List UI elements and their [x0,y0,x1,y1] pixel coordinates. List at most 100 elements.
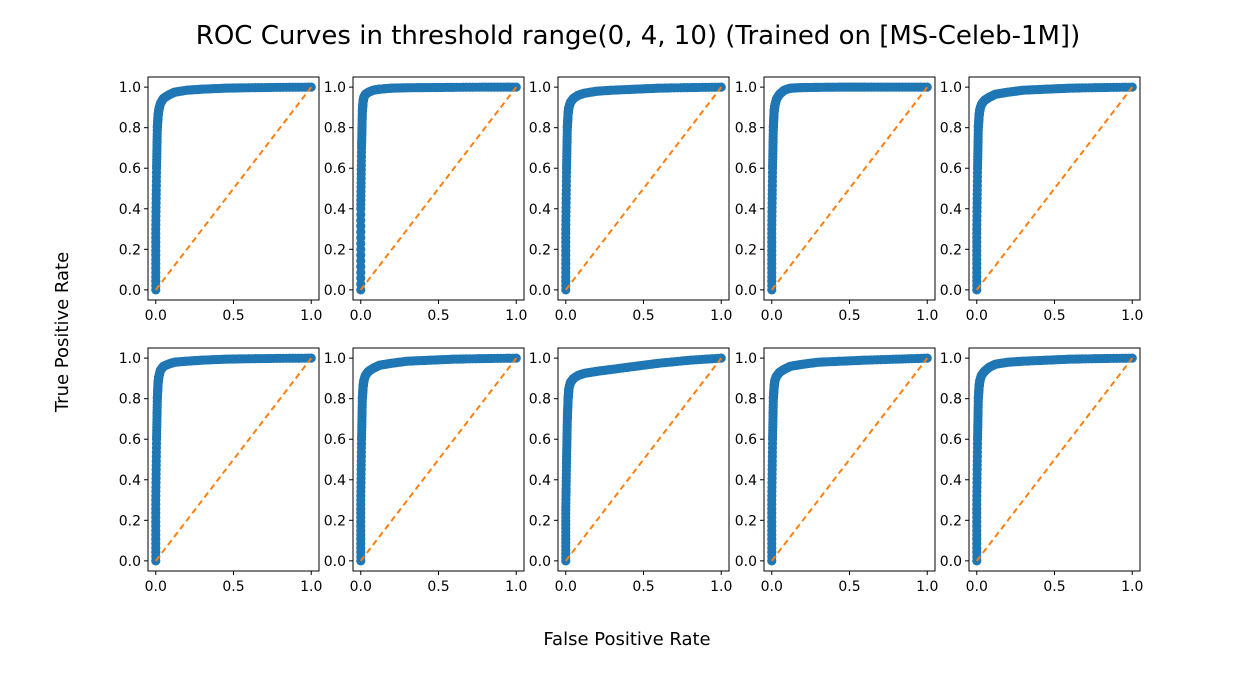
chance-line [359,357,518,562]
y-tick-label: 0.8 [735,121,757,137]
x-tick-label: 1.0 [916,308,938,324]
x-tick-label: 0.5 [838,308,860,324]
chance-line [564,357,723,562]
y-tick-label: 0.2 [324,242,346,258]
subplot-5: 0.0 0.2 0.4 0.6 0.8 1.0 0.0 0.5 1.0 [940,76,1143,324]
x-tick-label: 1.0 [300,308,322,324]
x-axis-title: False Positive Rate [543,629,710,650]
plot-frame [763,347,936,572]
y-tick-label: 0.0 [324,283,346,299]
plot-area [561,353,726,566]
y-tick-label: 0.4 [119,202,141,218]
y-tick-label: 0.2 [119,513,141,529]
chance-line [564,86,723,291]
x-tick-label: 1.0 [505,308,527,324]
y-tick-label: 0.6 [119,432,141,448]
subplot-6: 0.0 0.2 0.4 0.6 0.8 1.0 0.0 0.5 1.0 [119,347,322,595]
y-tick-label: 0.0 [735,283,757,299]
y-tick-label: 0.8 [119,392,141,408]
y-tick-label: 0.8 [940,392,962,408]
y-tick-label: 0.2 [119,242,141,258]
chance-line [975,357,1134,562]
x-tick-label: 0.5 [1043,308,1065,324]
y-tick-label: 0.2 [735,513,757,529]
y-tick-label: 0.8 [324,121,346,137]
subplot-2: 0.0 0.2 0.4 0.6 0.8 1.0 0.0 0.5 1.0 [324,76,527,324]
x-tick-label: 0.0 [145,579,167,595]
plot-area [561,82,726,295]
y-tick-label: 0.8 [529,121,551,137]
x-tick-label: 1.0 [710,308,732,324]
y-tick-label: 0.6 [324,161,346,177]
subplot-10: 0.0 0.2 0.4 0.6 0.8 1.0 0.0 0.5 1.0 [940,347,1143,595]
x-tick-label: 0.0 [966,579,988,595]
x-tick-label: 0.0 [350,579,372,595]
x-tick-label: 0.5 [222,579,244,595]
x-tick-label: 0.5 [427,579,449,595]
y-tick-label: 0.8 [529,392,551,408]
plot-area [767,353,932,566]
x-tick-label: 1.0 [916,579,938,595]
y-tick-label: 0.2 [940,242,962,258]
y-tick-label: 0.2 [324,513,346,529]
y-tick-label: 0.0 [119,283,141,299]
y-tick-label: 0.0 [940,554,962,570]
subplot-grid: 0.00.20.40.60.81.00.0 0.5 1.00.00.20.40.60… [119,76,1143,595]
y-tick-label: 0.4 [735,473,757,489]
y-tick-label: 0.8 [735,392,757,408]
plot-frame [352,76,525,301]
y-tick-label: 0.0 [735,554,757,570]
chance-line [154,86,313,291]
y-tick-label: 0.6 [735,161,757,177]
y-tick-label: 0.2 [529,513,551,529]
y-tick-label: 0.0 [119,554,141,570]
y-tick-label: 1.0 [735,80,757,96]
y-tick-label: 0.6 [529,161,551,177]
x-tick-label: 0.5 [632,579,654,595]
x-tick-label: 1.0 [300,579,322,595]
y-tick-label: 0.4 [324,202,346,218]
y-tick-label: 0.6 [940,161,962,177]
subplot-3: 0.0 0.2 0.4 0.6 0.8 1.0 0.0 0.5 1.0 [529,76,732,324]
x-tick-label: 0.0 [555,579,577,595]
y-tick-label: 1.0 [529,80,551,96]
y-tick-label: 0.0 [529,554,551,570]
subplot-9: 0.0 0.2 0.4 0.6 0.8 1.0 0.0 0.5 1.0 [735,347,938,595]
plot-area [356,353,521,566]
x-tick-label: 1.0 [505,579,527,595]
y-tick-label: 0.6 [119,161,141,177]
x-tick-label: 0.0 [761,579,783,595]
y-tick-label: 0.2 [735,242,757,258]
x-tick-label: 1.0 [710,579,732,595]
x-tick-label: 0.5 [427,308,449,324]
y-tick-label: 1.0 [735,351,757,367]
y-tick-label: 0.0 [940,283,962,299]
y-tick-label: 0.6 [324,432,346,448]
y-tick-label: 1.0 [940,351,962,367]
y-tick-label: 1.0 [529,351,551,367]
y-tick-label: 0.8 [940,121,962,137]
x-tick-label: 0.5 [1043,579,1065,595]
y-tick-label: 0.8 [119,121,141,137]
x-tick-label: 0.0 [966,308,988,324]
subplot-4: 0.0 0.2 0.4 0.6 0.8 1.0 0.0 0.5 1.0 [735,76,938,324]
y-tick-label: 0.4 [940,473,962,489]
x-tick-label: 0.0 [145,308,167,324]
y-tick-label: 1.0 [119,80,141,96]
subplot-1: 0.0 0.2 0.4 0.6 0.8 1.0 0.0 0.5 1.0 [119,76,322,324]
y-tick-label: 0.4 [735,202,757,218]
x-tick-label: 0.5 [838,579,860,595]
x-tick-label: 0.5 [632,308,654,324]
y-tick-label: 0.4 [940,202,962,218]
y-tick-label: 0.2 [940,513,962,529]
plot-frame [968,347,1141,572]
x-tick-label: 1.0 [1121,308,1143,324]
y-tick-label: 0.0 [324,554,346,570]
plot-area [151,353,316,566]
plot-area [767,82,932,295]
x-tick-label: 0.0 [350,308,372,324]
chance-line [975,86,1134,291]
y-tick-label: 0.4 [529,202,551,218]
y-tick-label: 1.0 [324,351,346,367]
